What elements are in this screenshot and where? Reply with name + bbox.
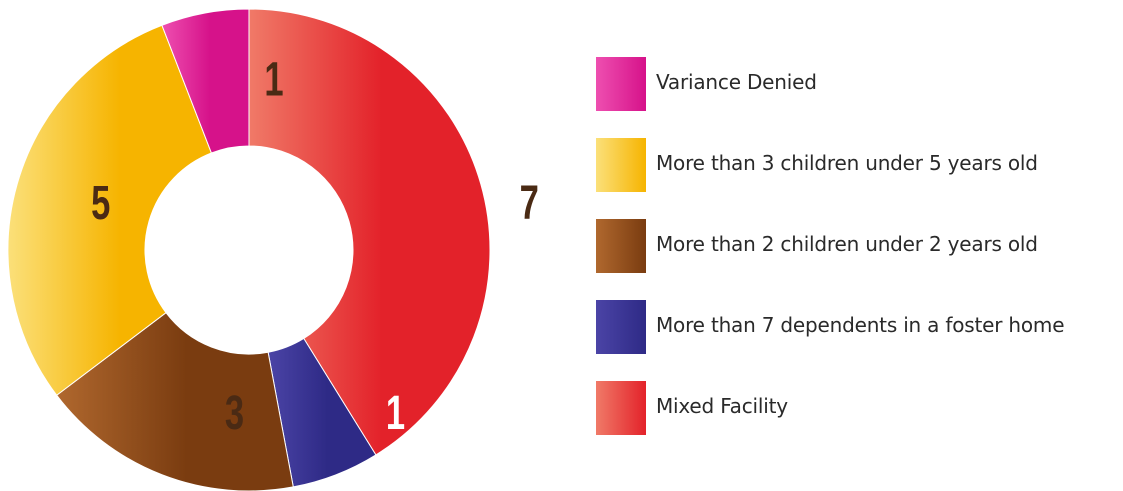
legend-swatch	[596, 300, 646, 354]
donut-slices	[7, 8, 491, 491]
legend-label: More than 7 dependents in a foster home	[656, 313, 1065, 337]
legend-item-more-than-3-children-under-5-years-old: More than 3 children under 5 years old	[596, 138, 1121, 192]
donut-slice-more-than-2-children-under-2-years-old	[55, 311, 294, 491]
slice-value-label-variance-denied: 1	[264, 52, 283, 106]
legend-swatch	[596, 57, 646, 111]
legend: Variance Denied More than 3 children unde…	[596, 57, 1121, 462]
legend-label: More than 3 children under 5 years old	[656, 151, 1038, 175]
legend-item-more-than-7-dependents-in-a-foster-home: More than 7 dependents in a foster home	[596, 300, 1121, 354]
legend-item-mixed-facility: Mixed Facility	[596, 381, 1121, 435]
slice-value-label-more-than-2-children-under-2-years-old: 3	[225, 385, 244, 439]
donut-slice-more-than-3-children-under-5-years-old	[7, 24, 213, 396]
legend-label: Mixed Facility	[656, 394, 788, 418]
legend-swatch	[596, 381, 646, 435]
legend-swatch	[596, 138, 646, 192]
donut-slice-labels: 7 1 3 5 1	[91, 52, 539, 439]
legend-swatch	[596, 219, 646, 273]
donut-slice-variance-denied	[161, 8, 250, 154]
slice-value-label-more-than-7-dependents-in-a-foster-home: 1	[386, 385, 405, 439]
slice-value-label-mixed-facility: 7	[520, 175, 539, 229]
legend-label: More than 2 children under 2 years old	[656, 232, 1038, 256]
donut-slice-mixed-facility	[248, 8, 491, 456]
legend-label: Variance Denied	[656, 70, 817, 94]
slice-value-label-more-than-3-children-under-5-years-old: 5	[91, 175, 110, 229]
legend-item-more-than-2-children-under-2-years-old: More than 2 children under 2 years old	[596, 219, 1121, 273]
legend-item-variance-denied: Variance Denied	[596, 57, 1121, 111]
